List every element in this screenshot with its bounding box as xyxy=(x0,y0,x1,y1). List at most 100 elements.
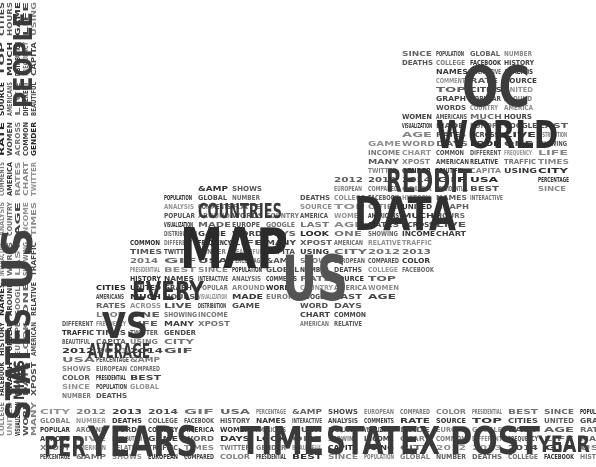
texture-word: FREQUENCY xyxy=(22,41,30,76)
texture-word: TIMES xyxy=(184,444,214,452)
texture-word: COMPARED xyxy=(368,257,399,265)
texture-word: SINCE xyxy=(538,185,566,193)
texture-word: VISUALIZATION xyxy=(402,122,432,130)
texture-word: COLLEGE xyxy=(334,194,365,202)
texture-word: COMPARED xyxy=(184,453,214,461)
texture-word: CAPITA xyxy=(96,338,127,346)
texture-word: MADE xyxy=(436,122,464,130)
texture-word: FREQUENCY xyxy=(508,435,539,443)
texture-word: AROUND xyxy=(6,282,14,316)
texture-word: GIF xyxy=(164,257,198,265)
texture-word: RATES xyxy=(368,221,399,229)
texture-word: AMERICANS xyxy=(96,293,124,301)
texture-word: CITIES xyxy=(470,86,502,94)
texture-word: EUROPE xyxy=(14,322,22,356)
texture-word: NUMBER xyxy=(436,453,467,461)
texture-word: DISTRIBUTION xyxy=(538,131,567,139)
texture-word: RATES xyxy=(436,131,466,139)
texture-word: LAST xyxy=(300,221,329,229)
word-world: WORLD xyxy=(436,113,558,157)
texture-word: CITIES xyxy=(368,203,399,211)
word-us-center: US xyxy=(282,242,348,315)
texture-word: CITY xyxy=(164,338,196,346)
texture-word: ONE xyxy=(292,435,322,443)
texture-word: MANY xyxy=(30,401,38,436)
texture-word: USA xyxy=(198,257,229,265)
texture-word: EUROPE xyxy=(470,122,502,130)
texture-word: SOURCE xyxy=(436,417,466,425)
texture-word: RATES xyxy=(96,302,126,310)
texture-word: POPULATION xyxy=(96,383,127,391)
texture-word: VISUALIZATION xyxy=(364,426,394,434)
texture-word: GAME xyxy=(232,302,260,310)
texture-word: COLOR xyxy=(402,257,431,265)
texture-word: GENDER xyxy=(198,248,227,256)
texture-word: COMMON xyxy=(130,239,160,247)
texture-word: TRAFFIC xyxy=(30,242,38,276)
texture-word: FACEBOOK xyxy=(544,453,574,461)
texture-word: EUROPEAN xyxy=(334,185,362,193)
texture-word: 2012 xyxy=(62,347,94,355)
texture-word: GRAPH xyxy=(436,95,466,103)
texture-word: GOOGLE xyxy=(472,426,502,434)
texture-word: XPOST xyxy=(300,239,332,247)
texture-word: DEATHS xyxy=(334,266,362,274)
texture-word: EUROPEAN xyxy=(364,408,394,416)
texture-word: INTERACTIVE xyxy=(470,194,503,202)
texture-word: DAYS xyxy=(266,230,296,238)
texture-word: DIFFERENT xyxy=(62,320,93,328)
texture-word: COMPARED xyxy=(130,365,160,373)
texture-word: COUNTRY xyxy=(6,201,14,236)
texture-word: AROUND xyxy=(232,284,265,292)
texture-word: MANY xyxy=(164,320,195,328)
texture-word: CITY xyxy=(400,444,432,452)
texture-word: NUMBER xyxy=(76,417,107,425)
texture-word: MANY xyxy=(580,435,596,443)
texture-word: LOOK xyxy=(300,230,330,238)
texture-word: BEST xyxy=(164,266,196,274)
texture-word: DIFFERENT xyxy=(470,149,501,157)
texture-word: VISUALIZATION xyxy=(198,293,227,301)
texture-word: WORD xyxy=(300,302,328,310)
texture-word: GENDER xyxy=(402,167,432,175)
word-map: MAP xyxy=(180,217,288,282)
texture-word: TWITTER xyxy=(368,167,398,175)
texture-word: GENDER xyxy=(256,444,287,452)
texture-word: DISTRIBUTION xyxy=(14,42,22,76)
texture-word: LIFE xyxy=(232,239,263,247)
texture-word: GOOGLE xyxy=(504,122,537,130)
texture-word: WORDS xyxy=(6,242,14,276)
texture-word: GLOBAL xyxy=(470,50,501,58)
texture-word: AMERICA xyxy=(6,161,14,196)
texture-word: GLOBAL xyxy=(400,453,431,461)
texture-word: SHOWS xyxy=(112,453,142,461)
texture-word: BEAUTIFUL xyxy=(62,338,90,346)
texture-word: AGE xyxy=(544,426,574,434)
texture-word: COUNTRY xyxy=(470,104,499,112)
texture-word: COUNTRY xyxy=(266,212,300,220)
texture-word: 2012 xyxy=(334,176,363,184)
texture-word: DAYS xyxy=(334,302,362,310)
texture-word: PERCENTAGE xyxy=(256,408,286,416)
texture-word: SOURCE xyxy=(504,77,537,85)
texture-word: AMERICA xyxy=(334,284,368,292)
texture-word: AMERICANS xyxy=(368,212,399,220)
texture-word: ANALYSIS xyxy=(504,68,533,76)
texture-word: 2014 xyxy=(130,257,158,265)
texture-word: BEST xyxy=(292,453,322,461)
texture-word: LIVE xyxy=(14,82,22,116)
texture-word: AGE xyxy=(14,202,22,236)
word-statex: STATEX xyxy=(326,419,440,463)
texture-word: RATE xyxy=(300,275,331,283)
texture-word: PRESIDENTIAL xyxy=(256,453,286,461)
texture-word: SHOWS xyxy=(300,257,332,265)
texture-word: LOOK xyxy=(256,435,287,443)
texture-word: DEATHS xyxy=(300,194,330,202)
texture-word: BEAUTIFUL xyxy=(436,167,464,175)
texture-word: ACROSS xyxy=(470,131,499,139)
texture-word: LIVE xyxy=(436,221,466,229)
texture-word: GENDER xyxy=(164,329,197,337)
texture-word: ACROSS xyxy=(40,435,70,443)
texture-word: NAMES xyxy=(436,68,468,76)
